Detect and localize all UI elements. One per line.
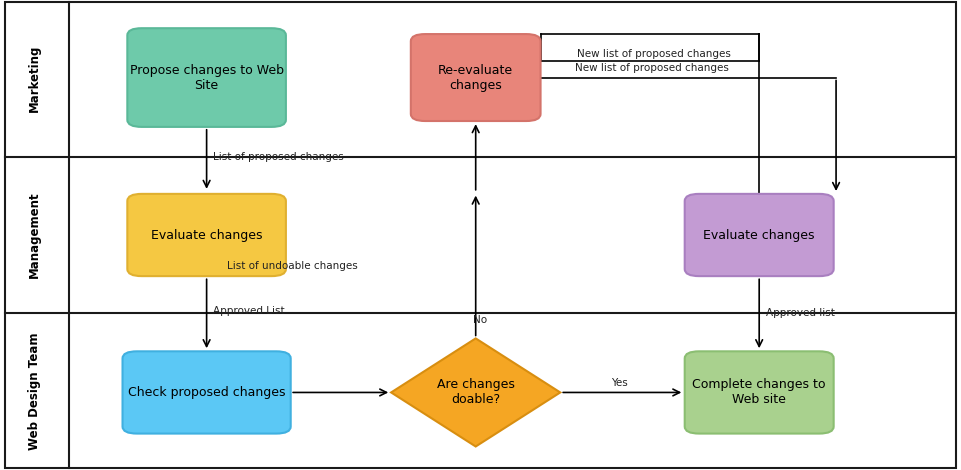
Text: Propose changes to Web
Site: Propose changes to Web Site xyxy=(130,63,283,92)
Text: New list of proposed changes: New list of proposed changes xyxy=(575,63,728,73)
FancyBboxPatch shape xyxy=(128,28,286,127)
Text: New list of proposed changes: New list of proposed changes xyxy=(577,49,730,59)
Text: Evaluate changes: Evaluate changes xyxy=(151,228,262,242)
FancyBboxPatch shape xyxy=(128,194,286,276)
Polygon shape xyxy=(391,338,560,446)
Text: Approved list: Approved list xyxy=(766,308,835,319)
FancyBboxPatch shape xyxy=(123,352,290,433)
Text: Evaluate changes: Evaluate changes xyxy=(703,228,815,242)
Text: Yes: Yes xyxy=(611,378,628,388)
Text: Are changes
doable?: Are changes doable? xyxy=(436,378,515,407)
FancyBboxPatch shape xyxy=(684,194,834,276)
Text: No: No xyxy=(474,315,487,325)
Text: Marketing: Marketing xyxy=(28,45,41,112)
Text: List of proposed changes: List of proposed changes xyxy=(213,152,344,163)
Text: Re-evaluate
changes: Re-evaluate changes xyxy=(438,63,513,92)
FancyBboxPatch shape xyxy=(411,34,540,121)
Text: Web Design Team: Web Design Team xyxy=(28,333,41,450)
Text: Approved List: Approved List xyxy=(213,306,285,316)
FancyBboxPatch shape xyxy=(684,352,834,433)
Text: Check proposed changes: Check proposed changes xyxy=(128,386,285,399)
Text: List of undoable changes: List of undoable changes xyxy=(227,260,357,271)
Text: Management: Management xyxy=(28,192,41,278)
Text: Complete changes to
Web site: Complete changes to Web site xyxy=(693,378,825,407)
